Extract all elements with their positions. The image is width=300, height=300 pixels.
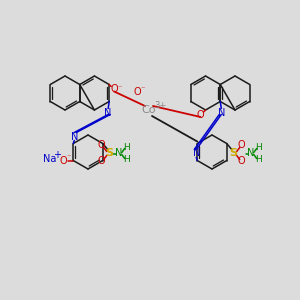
Text: O: O <box>133 87 141 97</box>
Text: +: + <box>53 151 61 160</box>
Text: O: O <box>238 157 245 166</box>
Text: O: O <box>197 110 204 120</box>
Text: H: H <box>123 155 130 164</box>
Text: O: O <box>98 157 106 166</box>
Text: 3+: 3+ <box>154 100 166 109</box>
Text: O: O <box>98 140 106 151</box>
Text: N: N <box>115 148 122 158</box>
Text: O: O <box>59 155 67 166</box>
Text: N: N <box>193 148 200 158</box>
Text: H: H <box>255 155 262 164</box>
Text: O: O <box>238 140 245 151</box>
Text: Co: Co <box>142 105 156 115</box>
Text: N: N <box>247 148 254 158</box>
Text: ⁻: ⁻ <box>141 85 145 94</box>
Text: ⁻: ⁻ <box>117 83 122 92</box>
Text: N: N <box>104 107 112 118</box>
Text: N: N <box>218 107 225 118</box>
Text: H: H <box>123 143 130 152</box>
Text: H: H <box>255 143 262 152</box>
Text: S: S <box>106 148 114 158</box>
Text: S: S <box>230 148 238 158</box>
Text: Na: Na <box>43 154 56 164</box>
Text: ⁻: ⁻ <box>66 152 70 161</box>
Text: N: N <box>70 131 78 142</box>
Text: O: O <box>110 85 118 94</box>
